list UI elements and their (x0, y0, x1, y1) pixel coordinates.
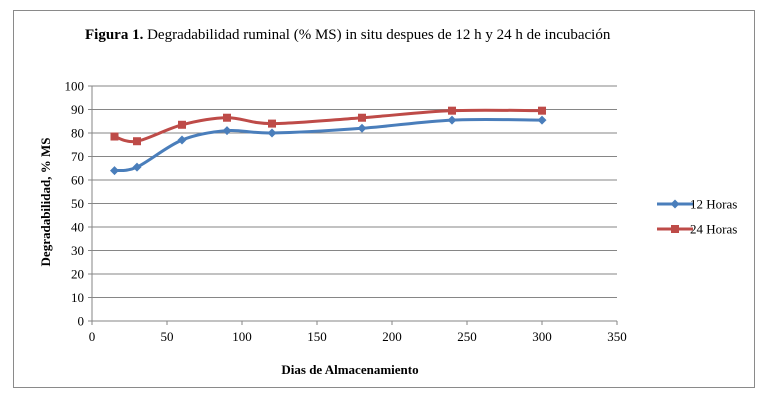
x-tick-label: 300 (532, 329, 552, 344)
data-point (447, 115, 457, 125)
legend-marker (671, 225, 679, 233)
data-point (177, 135, 187, 145)
y-tick-label: 80 (71, 126, 84, 141)
y-tick-label: 10 (71, 290, 84, 305)
y-tick-label: 90 (71, 102, 84, 117)
chart-title: Figura 1. Degradabilidad ruminal (% MS) … (85, 27, 610, 44)
y-tick-label: 60 (71, 173, 84, 188)
legend-label: 24 Horas (690, 222, 737, 237)
data-point (267, 128, 277, 138)
y-tick-label: 100 (65, 79, 85, 94)
data-point (223, 113, 231, 122)
chart-title-label: Figura 1. (85, 27, 144, 43)
series-group (110, 106, 547, 176)
chart-frame (13, 10, 755, 388)
legend-item: 12 Horas (657, 197, 737, 212)
legend: 12 Horas 24 Horas (657, 197, 737, 237)
y-tick-label: 70 (71, 149, 84, 164)
x-tick-label: 100 (232, 329, 252, 344)
series-0 (110, 115, 547, 176)
y-tick-label: 30 (71, 243, 84, 258)
y-tick-label: 50 (71, 196, 84, 211)
legend-label: 12 Horas (690, 197, 737, 212)
data-point (448, 106, 456, 115)
y-tick-label: 40 (71, 220, 84, 235)
series-1 (110, 106, 546, 146)
axes (88, 85, 618, 325)
data-point (110, 132, 119, 141)
data-point (358, 113, 366, 122)
y-axis-label: Degradabilidad, % MS (38, 138, 53, 267)
data-point (538, 106, 546, 115)
y-tick-label: 20 (71, 267, 84, 282)
chart-title-text: Degradabilidad ruminal (% MS) in situ de… (147, 27, 611, 43)
data-point (537, 115, 547, 125)
data-point (222, 126, 232, 136)
data-point (268, 119, 276, 128)
legend-item: 24 Horas (657, 222, 737, 237)
legend-marker (670, 199, 680, 209)
x-axis-label: Dias de Almacenamiento (281, 362, 418, 377)
y-tick-labels: 0 10 20 30 40 50 60 70 80 90 100 (65, 79, 85, 329)
x-tick-label: 250 (457, 329, 477, 344)
data-point (178, 120, 186, 129)
x-tick-label: 150 (307, 329, 327, 344)
x-tick-label: 50 (161, 329, 174, 344)
x-tick-label: 200 (382, 329, 402, 344)
x-tick-label: 350 (607, 329, 627, 344)
data-point (357, 123, 367, 133)
y-tick-label: 0 (78, 314, 85, 329)
data-point (133, 137, 141, 146)
data-point (132, 162, 142, 172)
x-tick-label: 0 (89, 329, 96, 344)
data-point (110, 166, 119, 176)
x-tick-labels: 0 50 100 150 200 250 300 350 (89, 329, 627, 344)
